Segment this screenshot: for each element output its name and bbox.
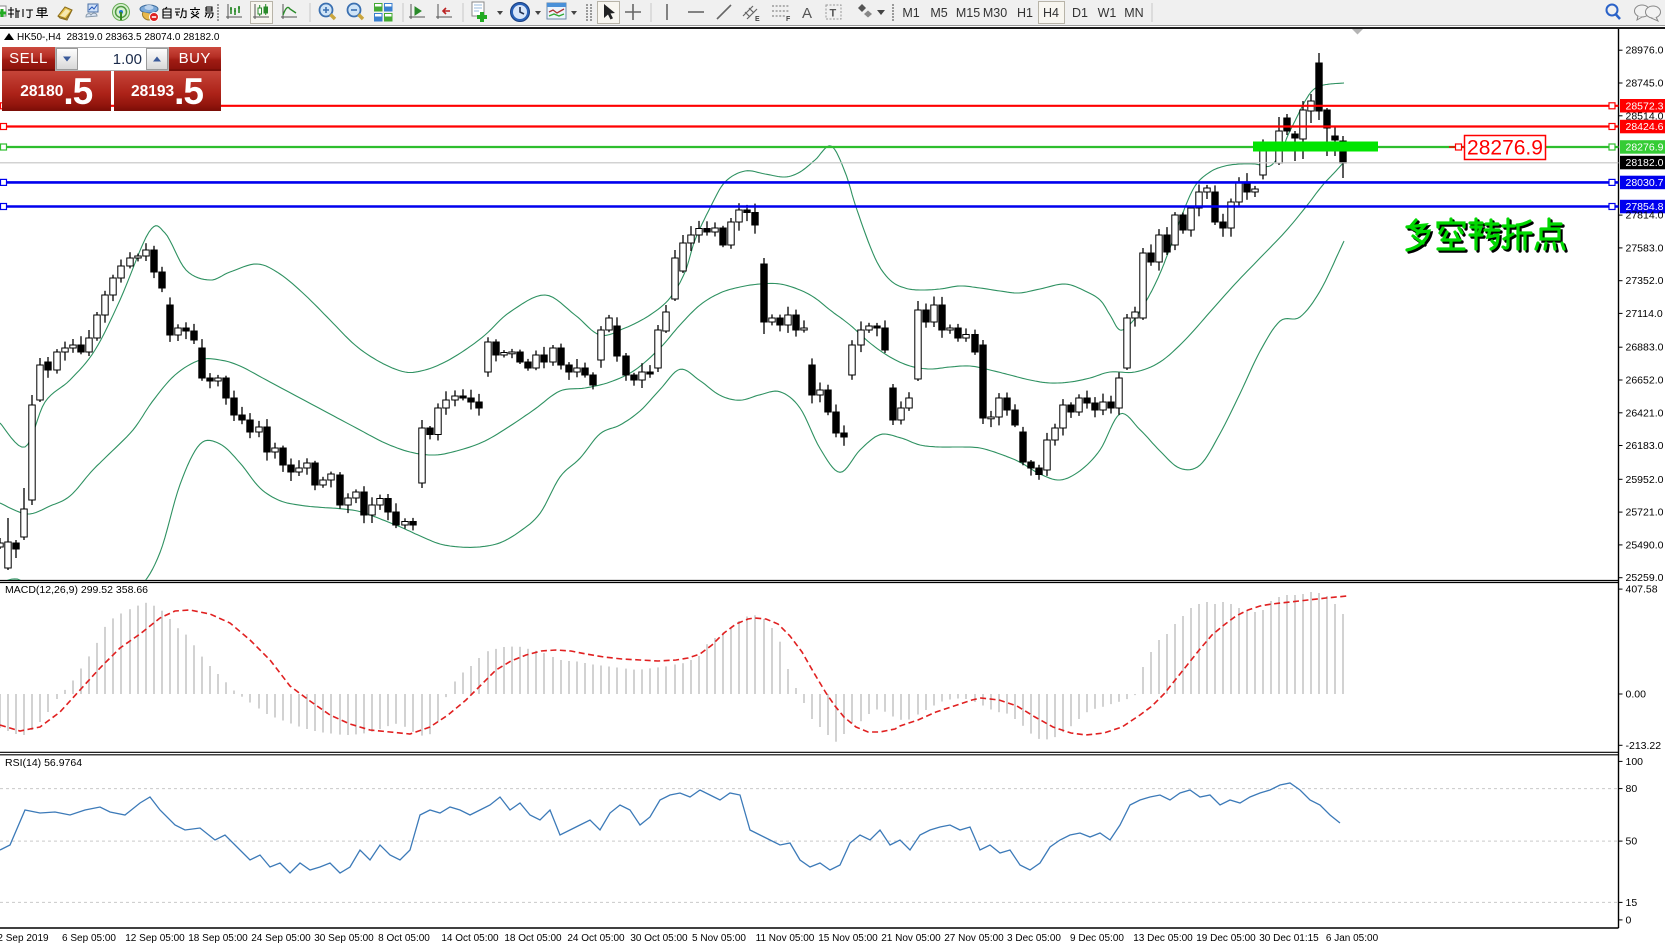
svg-text:HK50-,H4 28319.0 28363.5 2807: HK50-,H4 28319.0 28363.5 28074.0 28182.0 [17, 32, 220, 43]
svg-text:30 Dec 01:15: 30 Dec 01:15 [1259, 933, 1319, 944]
svg-text:T: T [830, 8, 837, 20]
svg-text:M1: M1 [902, 6, 919, 20]
svg-text:26421.0: 26421.0 [1626, 407, 1664, 419]
svg-text:M30: M30 [983, 6, 1007, 20]
svg-text:80: 80 [1626, 783, 1638, 795]
svg-text:A: A [802, 5, 812, 22]
svg-text:-213.22: -213.22 [1626, 740, 1662, 752]
svg-text:25259.0: 25259.0 [1626, 572, 1664, 584]
svg-text:27814.0: 27814.0 [1626, 210, 1664, 222]
svg-text:MACD(12,26,9) 299.52 358.66: MACD(12,26,9) 299.52 358.66 [5, 584, 148, 596]
svg-text:27583.0: 27583.0 [1626, 242, 1664, 254]
svg-text:28424.6: 28424.6 [1626, 121, 1664, 133]
svg-text:100: 100 [1626, 756, 1644, 768]
svg-text:27352.0: 27352.0 [1626, 275, 1664, 287]
svg-text:28276.9: 28276.9 [1626, 142, 1664, 154]
svg-text:13 Dec 05:00: 13 Dec 05:00 [1133, 933, 1193, 944]
svg-text:8 Oct 05:00: 8 Oct 05:00 [378, 933, 430, 944]
svg-text:F: F [786, 16, 791, 23]
svg-text:21 Nov 05:00: 21 Nov 05:00 [881, 933, 941, 944]
svg-text:6 Jan 05:00: 6 Jan 05:00 [1326, 933, 1379, 944]
svg-text:30 Sep 05:00: 30 Sep 05:00 [314, 933, 374, 944]
svg-text:25721.0: 25721.0 [1626, 507, 1664, 519]
svg-text:28976.0: 28976.0 [1626, 45, 1664, 57]
svg-text:50: 50 [1626, 836, 1638, 848]
svg-text:E: E [755, 16, 760, 23]
svg-text:2 Sep 2019: 2 Sep 2019 [0, 933, 49, 944]
svg-text:18 Oct 05:00: 18 Oct 05:00 [504, 933, 562, 944]
svg-text:W1: W1 [1098, 6, 1117, 20]
svg-text:26883.0: 26883.0 [1626, 342, 1664, 354]
svg-text:30 Oct 05:00: 30 Oct 05:00 [630, 933, 688, 944]
svg-text:28514.0: 28514.0 [1626, 110, 1664, 122]
svg-text:27114.0: 27114.0 [1626, 308, 1663, 320]
svg-text:RSI(14) 56.9764: RSI(14) 56.9764 [5, 757, 82, 769]
svg-text:0.00: 0.00 [1626, 689, 1647, 701]
svg-text:28030.7: 28030.7 [1626, 177, 1664, 189]
svg-text:11 Nov 05:00: 11 Nov 05:00 [756, 933, 815, 944]
svg-text:27854.8: 27854.8 [1626, 201, 1664, 213]
svg-text:M5: M5 [930, 6, 947, 20]
svg-text:18 Sep 05:00: 18 Sep 05:00 [188, 933, 248, 944]
svg-text:0: 0 [1626, 914, 1632, 926]
svg-text:12 Sep 05:00: 12 Sep 05:00 [125, 933, 185, 944]
svg-text:15 Nov 05:00: 15 Nov 05:00 [818, 933, 878, 944]
svg-text:26183.0: 26183.0 [1626, 440, 1664, 452]
svg-text:H1: H1 [1017, 6, 1033, 20]
svg-text:28276.9: 28276.9 [1467, 137, 1543, 160]
svg-text:H4: H4 [1043, 6, 1059, 20]
svg-text:9 Dec 05:00: 9 Dec 05:00 [1070, 933, 1124, 944]
svg-text:25490.0: 25490.0 [1626, 539, 1664, 551]
svg-text:3 Dec 05:00: 3 Dec 05:00 [1007, 933, 1061, 944]
svg-text:407.58: 407.58 [1626, 584, 1658, 596]
svg-text:MN: MN [1124, 6, 1143, 20]
svg-text:6 Sep 05:00: 6 Sep 05:00 [62, 933, 116, 944]
svg-text:28745.0: 28745.0 [1626, 78, 1664, 90]
svg-text:24 Oct 05:00: 24 Oct 05:00 [567, 933, 625, 944]
svg-text:28572.3: 28572.3 [1626, 100, 1664, 112]
svg-text:19 Dec 05:00: 19 Dec 05:00 [1196, 933, 1256, 944]
svg-text:D1: D1 [1072, 6, 1088, 20]
svg-text:15: 15 [1626, 897, 1638, 909]
svg-text:M15: M15 [956, 6, 980, 20]
svg-text:27 Nov 05:00: 27 Nov 05:00 [944, 933, 1004, 944]
svg-text:25952.0: 25952.0 [1626, 474, 1664, 486]
svg-text:14 Oct 05:00: 14 Oct 05:00 [441, 933, 499, 944]
svg-text:5 Nov 05:00: 5 Nov 05:00 [692, 933, 746, 944]
svg-text:24 Sep 05:00: 24 Sep 05:00 [251, 933, 311, 944]
svg-text:28182.0: 28182.0 [1626, 157, 1664, 169]
svg-text:26652.0: 26652.0 [1626, 375, 1664, 387]
